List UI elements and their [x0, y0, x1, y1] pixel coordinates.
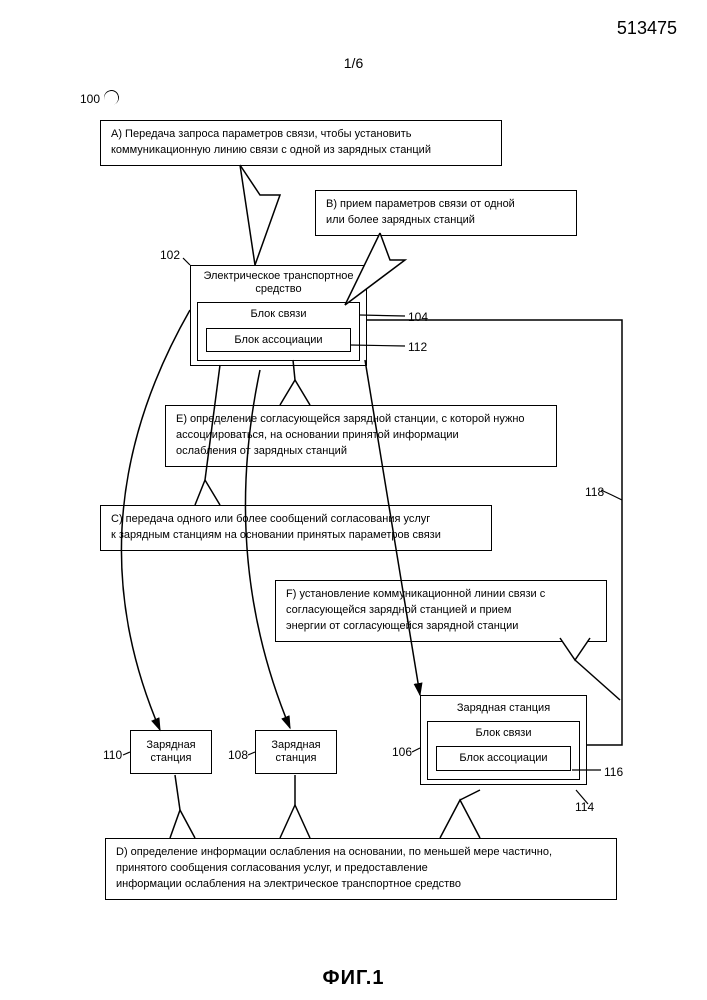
vehicle-comm-label: Блок связи — [200, 307, 357, 321]
document-number: 513475 — [617, 18, 677, 39]
ref-114: 114 — [575, 800, 594, 814]
ref-112: 112 — [408, 340, 427, 354]
patent-figure-page: 513475 1/6 100 A) Передача запроса парам… — [0, 0, 707, 1000]
callout-b: B) прием параметров связи от одной или б… — [315, 190, 577, 236]
vehicle-comm-block: Блок связи Блок ассоциации — [197, 302, 360, 361]
station-main-assoc: Блок ассоциации — [436, 746, 571, 770]
figure-label: ФИГ.1 — [323, 967, 385, 990]
vehicle-title: Электрическое транспортноесредство — [191, 266, 366, 298]
ref-118: 118 — [585, 485, 604, 499]
station-left-node: Заряднаястанция — [130, 730, 212, 774]
station-main-comm: Блок связи Блок ассоциации — [427, 721, 580, 780]
vehicle-node: Электрическое транспортноесредство Блок … — [190, 265, 367, 366]
ref-108: 108 — [228, 748, 248, 762]
callout-a: A) Передача запроса параметров связи, чт… — [100, 120, 502, 166]
station-main-title: Зарядная станция — [421, 696, 586, 717]
ref-104: 104 — [408, 310, 428, 324]
station-main-comm-label: Блок связи — [430, 726, 577, 740]
arc-icon — [102, 88, 121, 107]
vehicle-assoc-block: Блок ассоциации — [206, 328, 351, 352]
ref-102: 102 — [160, 248, 180, 262]
station-mid-node: Заряднаястанция — [255, 730, 337, 774]
ref-110: 110 — [103, 748, 122, 762]
ref-100: 100 — [80, 92, 100, 106]
station-left-label: Заряднаястанция — [131, 731, 211, 773]
page-indicator: 1/6 — [344, 55, 363, 71]
ref-106: 106 — [392, 745, 412, 759]
station-main-node: Зарядная станция Блок связи Блок ассоциа… — [420, 695, 587, 785]
station-mid-label: Заряднаястанция — [256, 731, 336, 773]
callout-f: F) установление коммуникационной линии с… — [275, 580, 607, 642]
callout-c: C) передача одного или более сообщений с… — [100, 505, 492, 551]
callout-e: E) определение согласующейся зарядной ст… — [165, 405, 557, 467]
callout-d: D) определение информации ослабления на … — [105, 838, 617, 900]
ref-116: 116 — [604, 765, 623, 779]
